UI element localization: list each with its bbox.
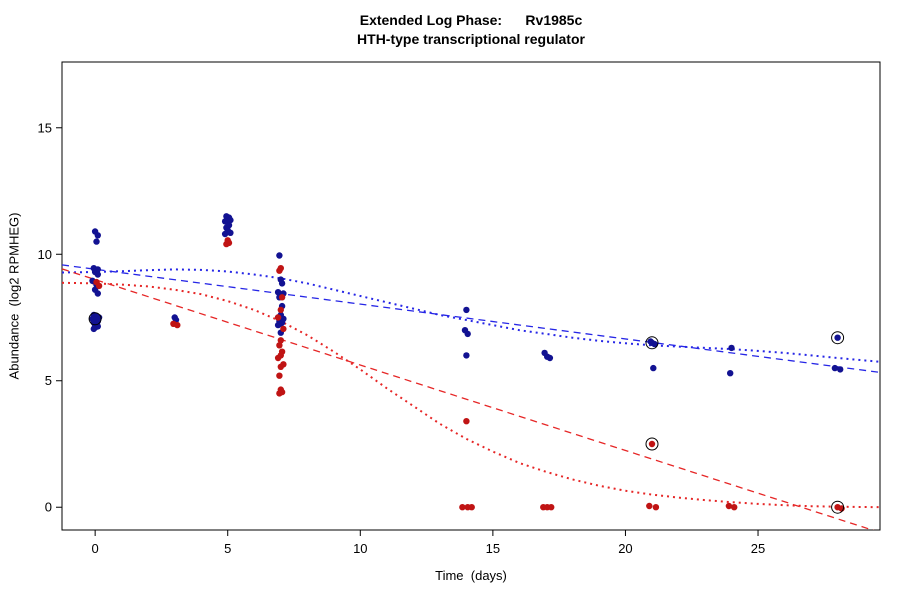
condition-blue-point	[463, 352, 470, 359]
x-tick-label: 5	[224, 541, 231, 556]
condition-blue-point	[831, 364, 839, 372]
condition-blue-point	[650, 364, 657, 372]
y-tick-label: 0	[45, 500, 52, 515]
red-linear-fit-dashed	[62, 268, 875, 530]
red-smooth-fit-dotted	[62, 281, 880, 509]
blue-linear-fit-dashed	[62, 264, 880, 374]
condition-blue-point	[94, 290, 102, 297]
condition-red-point	[276, 267, 283, 274]
highlight-circle	[645, 336, 659, 350]
plot-frame	[61, 61, 881, 531]
y-tick-label: 5	[45, 373, 52, 388]
x-tick-label: 20	[618, 541, 632, 556]
condition-red-point	[276, 372, 283, 379]
condition-blue-point	[221, 230, 229, 238]
condition-blue-point	[90, 325, 98, 333]
condition-red-point	[223, 240, 230, 248]
x-tick-label: 10	[353, 541, 367, 556]
x-tick-label: 0	[92, 541, 99, 556]
condition-blue-point	[651, 340, 658, 348]
condition-blue-point	[227, 229, 234, 236]
condition-blue-point	[546, 354, 554, 362]
condition-red-point	[731, 504, 738, 511]
condition-red-point	[278, 294, 286, 301]
y-tick-label: 15	[38, 120, 52, 135]
condition-blue-point	[93, 238, 100, 245]
condition-red-point	[646, 502, 653, 510]
condition-red-point	[277, 306, 284, 314]
condition-blue-point	[94, 271, 102, 278]
y-tick-label: 10	[38, 247, 52, 262]
chart-title: Extended Log Phase: Rv1985c	[359, 12, 583, 28]
condition-blue-point	[278, 280, 286, 287]
blue-smooth-fit-dotted	[62, 268, 880, 363]
condition-red-point	[463, 418, 470, 425]
condition-red-point	[459, 504, 466, 511]
condition-blue-point	[463, 306, 470, 314]
condition-red-point	[280, 325, 287, 333]
highlight-circle	[831, 500, 845, 514]
x-axis-label: Time (days)	[435, 568, 507, 583]
condition-red-point	[548, 504, 555, 511]
condition-blue-point	[464, 330, 471, 338]
condition-blue-point	[274, 321, 282, 329]
condition-red-point	[274, 314, 282, 321]
condition-red-point	[276, 342, 283, 349]
condition-red-point	[652, 504, 660, 511]
condition-blue-point	[834, 334, 841, 341]
condition-red-point	[277, 363, 284, 370]
condition-red-point	[468, 504, 475, 511]
condition-blue-point	[727, 370, 734, 377]
condition-blue-point	[837, 366, 844, 373]
condition-blue-point	[94, 232, 102, 239]
chart-subtitle: HTH-type transcriptional regulator	[357, 31, 585, 47]
condition-red-point	[174, 321, 181, 329]
condition-blue-point	[276, 252, 283, 259]
highlight-circle	[831, 331, 845, 345]
condition-red-point	[277, 337, 284, 344]
x-tick-label: 25	[751, 541, 765, 556]
condition-red-point	[274, 354, 282, 362]
condition-red-point	[95, 282, 103, 290]
condition-red-point	[276, 390, 283, 397]
highlight-circle	[88, 312, 102, 326]
highlight-circle	[645, 437, 659, 451]
condition-red-point	[648, 440, 656, 448]
condition-red-point	[725, 502, 733, 510]
x-tick-label: 15	[486, 541, 500, 556]
condition-blue-point	[728, 344, 735, 352]
